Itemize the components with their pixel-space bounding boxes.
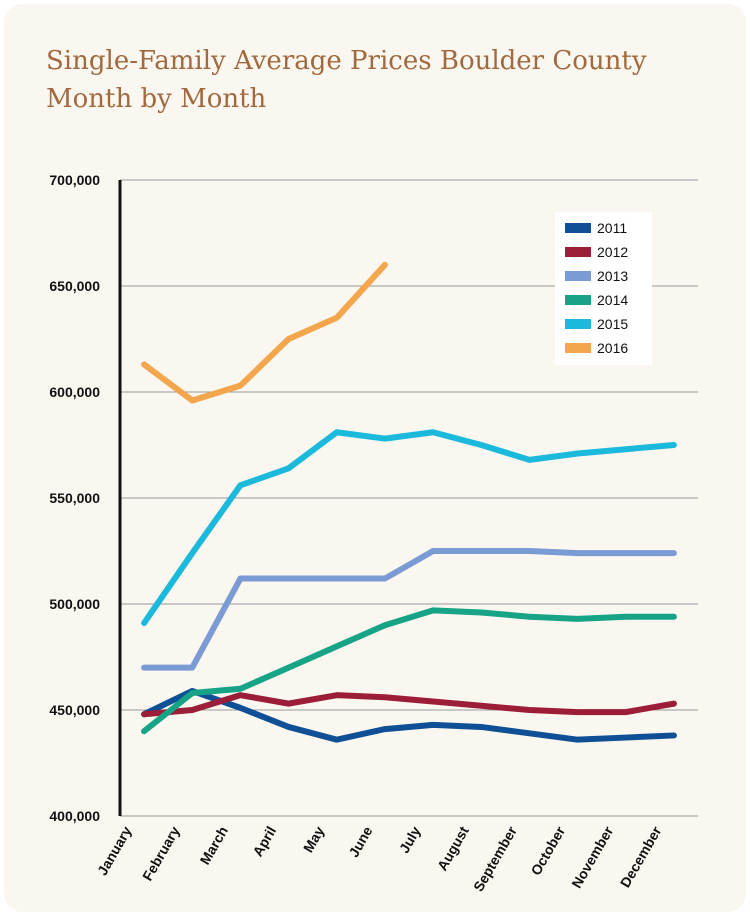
y-tick-label: 450,000	[49, 702, 100, 718]
x-tick-label: June	[345, 823, 375, 859]
y-tick-label: 700,000	[49, 172, 100, 188]
x-tick-label: March	[197, 824, 231, 868]
legend-swatch	[565, 247, 591, 257]
x-tick-label: May	[300, 823, 328, 855]
legend-label: 2013	[597, 268, 628, 284]
card	[4, 4, 746, 912]
legend-swatch	[565, 223, 591, 233]
series-line	[141, 692, 677, 718]
x-tick-label: August	[434, 823, 472, 873]
x-tick-label: July	[396, 823, 424, 855]
y-tick-label: 400,000	[49, 808, 100, 824]
series-line	[141, 261, 388, 404]
legend-swatch	[565, 295, 591, 305]
legend-box	[555, 212, 652, 365]
legend-swatch	[565, 319, 591, 329]
series-line	[141, 607, 677, 735]
y-tick-label: 600,000	[49, 384, 100, 400]
legend-label: 2015	[597, 316, 628, 332]
chart-title: Single-Family Average Prices Boulder Cou…	[46, 46, 647, 114]
series-line	[141, 429, 677, 627]
legend-label: 2012	[597, 244, 628, 260]
legend-label: 2011	[597, 220, 627, 236]
x-tick-label: December	[617, 823, 665, 890]
legend-swatch	[565, 271, 591, 281]
legend-swatch	[565, 343, 591, 353]
y-tick-label: 500,000	[49, 596, 100, 612]
x-tick-label: November	[568, 823, 616, 891]
x-tick-label: January	[94, 823, 135, 878]
legend-label: 2014	[597, 292, 628, 308]
x-tick-label: April	[249, 824, 279, 860]
series-line	[141, 687, 677, 743]
y-tick-label: 550,000	[49, 490, 100, 506]
x-tick-label: February	[139, 823, 183, 883]
y-tick-label: 650,000	[49, 278, 100, 294]
x-tick-label: October	[527, 823, 568, 878]
legend-label: 2016	[597, 340, 628, 356]
series-line	[141, 548, 677, 671]
x-tick-label: September	[470, 823, 520, 894]
